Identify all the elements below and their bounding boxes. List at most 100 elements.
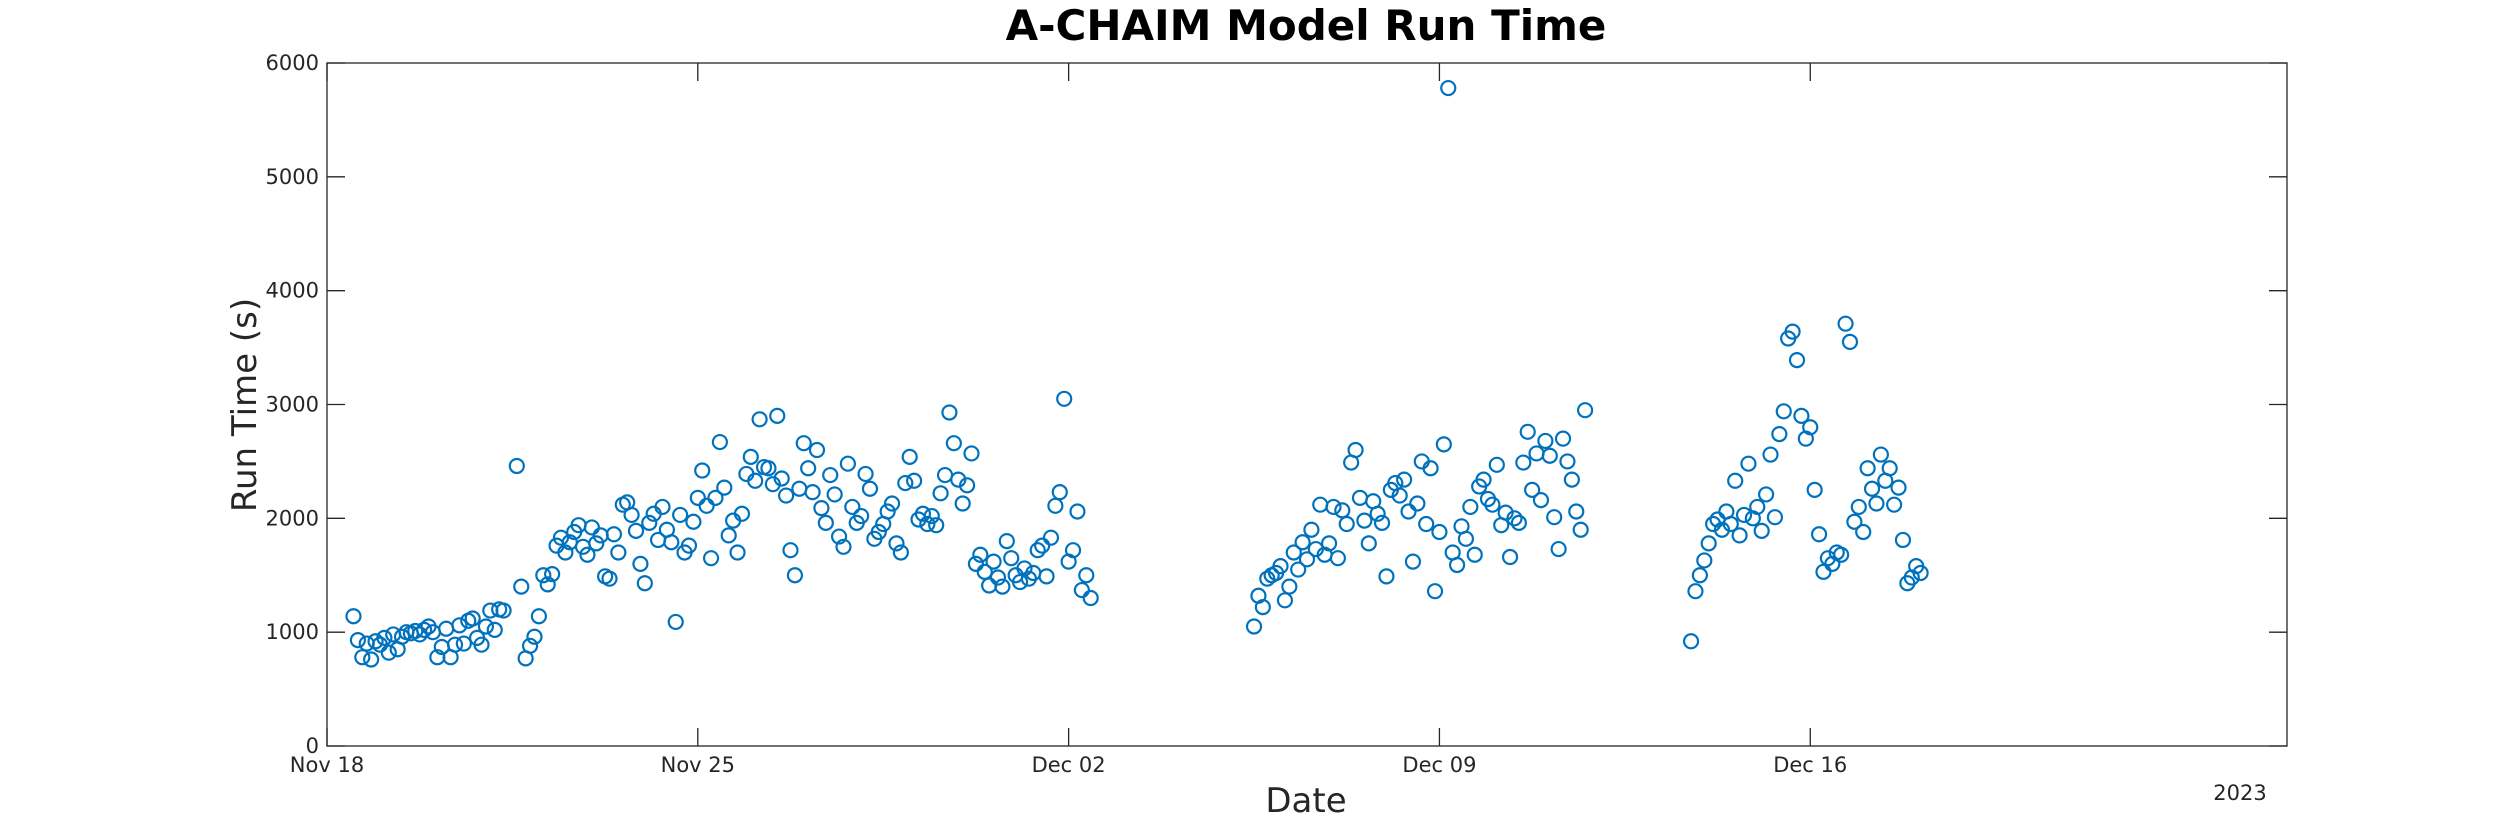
data-point xyxy=(928,517,945,534)
x-axis-year-label: 2023 xyxy=(2213,781,2266,805)
data-point xyxy=(1528,445,1545,462)
data-point xyxy=(1850,498,1867,516)
data-point xyxy=(1281,578,1298,595)
y-tick-label: 3000 xyxy=(266,393,319,417)
data-point xyxy=(1276,592,1294,609)
data-point xyxy=(1016,560,1033,577)
data-point xyxy=(1391,487,1408,504)
data-point xyxy=(932,485,949,502)
data-point xyxy=(451,617,468,634)
data-point xyxy=(1038,568,1055,585)
data-point xyxy=(1700,535,1717,552)
data-point xyxy=(1532,492,1550,509)
data-point xyxy=(1435,436,1452,453)
data-point xyxy=(1329,550,1347,567)
data-point xyxy=(870,523,887,541)
y-tick-label: 5000 xyxy=(266,165,319,189)
data-point xyxy=(1418,515,1435,533)
data-point xyxy=(464,610,481,627)
data-point xyxy=(1577,402,1594,419)
data-point xyxy=(1422,460,1439,477)
data-point xyxy=(720,527,737,544)
data-point xyxy=(914,505,932,522)
data-point xyxy=(513,578,530,595)
data-point xyxy=(1285,544,1302,561)
data-point xyxy=(508,457,525,475)
data-point xyxy=(1810,526,1828,543)
data-point xyxy=(623,506,640,524)
data-point xyxy=(1510,514,1527,531)
data-point xyxy=(672,506,689,524)
data-point xyxy=(1519,423,1536,440)
data-point xyxy=(1475,471,1492,488)
data-point xyxy=(526,628,543,645)
data-point xyxy=(1550,540,1567,558)
y-axis-label: Run Time (s) xyxy=(225,298,265,512)
y-tick-label: 6000 xyxy=(266,51,319,75)
y-tick-label: 1000 xyxy=(266,620,319,644)
data-point xyxy=(667,613,684,631)
data-point xyxy=(530,608,547,625)
data-point xyxy=(958,477,976,494)
data-point xyxy=(892,544,909,561)
plot-area-frame xyxy=(326,62,2288,747)
data-point xyxy=(1775,403,1792,420)
data-point xyxy=(1727,472,1744,489)
data-point xyxy=(557,544,574,561)
y-axis: 0 1000 2000 3000 4000 5000 6000 xyxy=(266,51,2287,758)
data-point xyxy=(605,526,623,543)
data-point xyxy=(1524,481,1541,498)
data-point xyxy=(742,448,759,465)
data-point xyxy=(689,489,706,506)
data-point xyxy=(1325,498,1342,516)
data-point xyxy=(1506,510,1523,527)
data-point xyxy=(795,435,812,452)
data-point xyxy=(1802,419,1819,436)
y-tick-label: 2000 xyxy=(266,506,319,530)
data-point xyxy=(694,462,711,479)
data-point xyxy=(844,498,861,516)
data-point xyxy=(1740,455,1757,472)
data-point xyxy=(1815,563,1832,580)
data-point xyxy=(1833,546,1850,563)
data-point xyxy=(1290,561,1307,578)
data-point xyxy=(773,470,790,487)
data-point xyxy=(473,636,490,653)
data-point xyxy=(919,515,936,533)
data-point xyxy=(1753,522,1770,539)
data-point xyxy=(702,550,720,567)
data-point xyxy=(1272,558,1289,575)
data-point xyxy=(936,466,954,484)
data-point xyxy=(521,637,539,654)
data-point xyxy=(1298,551,1316,568)
data-point xyxy=(1254,599,1271,616)
data-point xyxy=(1682,633,1700,650)
data-point xyxy=(535,567,552,584)
data-point xyxy=(906,472,923,489)
data-point xyxy=(1793,407,1810,424)
data-point xyxy=(1863,480,1881,497)
data-point xyxy=(583,519,600,536)
data-point xyxy=(1073,581,1090,599)
data-point xyxy=(1409,495,1426,512)
data-point xyxy=(830,528,848,545)
data-points xyxy=(345,79,1929,668)
data-point xyxy=(363,651,380,668)
data-point xyxy=(1749,498,1766,516)
data-point xyxy=(751,411,768,428)
data-point xyxy=(972,546,989,563)
data-point xyxy=(1400,503,1417,520)
data-point xyxy=(813,499,830,517)
data-point xyxy=(1912,564,1929,582)
data-point xyxy=(1320,535,1338,552)
data-point xyxy=(1003,550,1020,567)
data-point xyxy=(610,544,627,561)
data-point xyxy=(786,567,804,584)
data-point xyxy=(1303,521,1320,538)
data-point xyxy=(1841,333,1859,350)
data-point xyxy=(804,484,821,501)
data-point xyxy=(641,514,658,531)
data-point xyxy=(747,472,764,489)
data-point xyxy=(901,448,918,465)
